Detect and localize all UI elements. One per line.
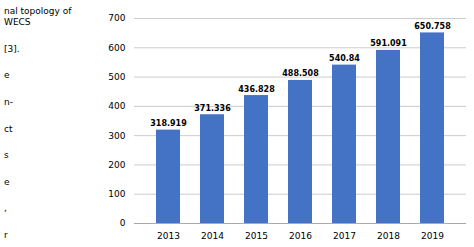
svg-text:436.828: 436.828 [238,85,275,94]
svg-text:200: 200 [108,160,125,170]
svg-text:0: 0 [120,218,126,228]
svg-text:400: 400 [108,101,125,111]
svg-text:100: 100 [108,189,125,199]
svg-text:2015: 2015 [245,231,268,241]
svg-text:591.091: 591.091 [370,39,407,48]
html-text:nal topology of WECS: nal topology of WECS [4,6,72,27]
svg-text:488.508: 488.508 [282,69,319,78]
html-text:r: r [4,230,8,240]
svg-text:318.919: 318.919 [150,119,187,128]
html-text:s: s [4,150,9,161]
svg-text:600: 600 [108,43,125,53]
html-text:e: e [4,70,10,81]
svg-text:300: 300 [108,131,125,141]
svg-text:2014: 2014 [201,231,224,241]
svg-text:2018: 2018 [377,231,400,241]
html-text:e: e [4,176,10,187]
svg-text:650.758: 650.758 [414,22,451,31]
svg-text:2016: 2016 [289,231,312,241]
svg-text:540.84: 540.84 [329,54,360,63]
svg-text:700: 700 [108,13,125,23]
html-text:n-: n- [4,96,13,107]
svg-text:2017: 2017 [333,231,356,241]
svg-text:371.336: 371.336 [194,104,231,113]
svg-text:2019: 2019 [421,231,444,241]
svg-text:2013: 2013 [157,231,180,241]
html-text:ct: ct [4,123,13,134]
svg-text:500: 500 [108,72,125,82]
html-text:[3].: [3]. [4,43,20,54]
